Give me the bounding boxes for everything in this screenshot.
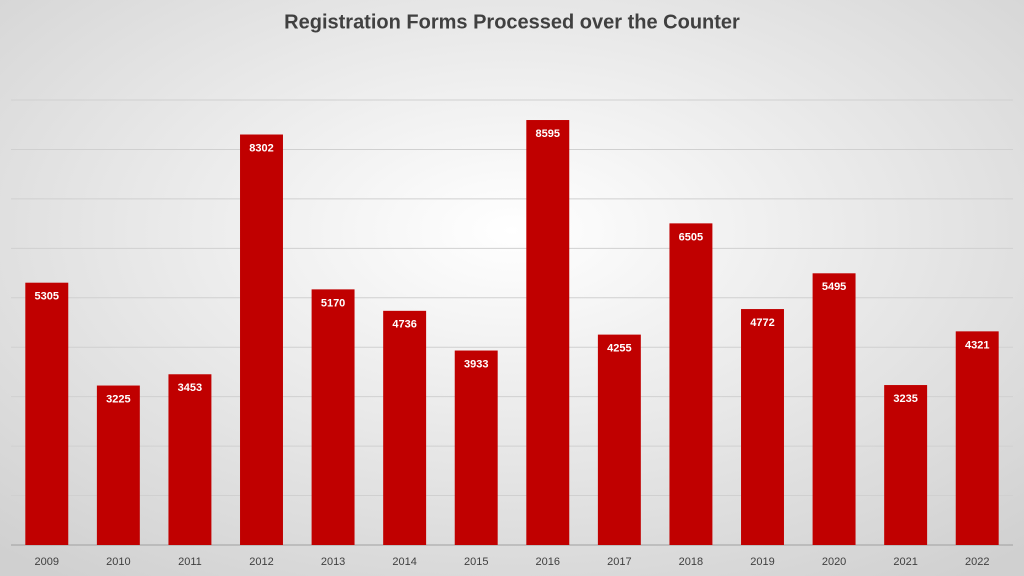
- x-tick-label: 2013: [321, 556, 345, 568]
- data-label: 5305: [35, 291, 59, 303]
- x-tick-label: 2022: [965, 556, 989, 568]
- data-label: 4255: [607, 343, 631, 355]
- x-tick-label: 2018: [679, 556, 703, 568]
- data-label: 6505: [679, 231, 703, 243]
- bar: [526, 120, 570, 546]
- data-label: 4736: [392, 319, 416, 331]
- bar: [454, 350, 498, 545]
- x-tick-label: 2011: [178, 556, 202, 568]
- bar: [311, 289, 355, 545]
- data-label: 3933: [464, 358, 488, 370]
- x-tick-label: 2021: [893, 556, 917, 568]
- data-label: 3235: [893, 393, 917, 405]
- chart-title: Registration Forms Processed over the Co…: [284, 11, 740, 33]
- bar: [741, 309, 784, 545]
- x-tick-label: 2015: [464, 556, 488, 568]
- x-tick-label: 2017: [607, 556, 631, 568]
- data-label: 3225: [106, 393, 130, 405]
- x-tick-label: 2016: [536, 556, 560, 568]
- data-label: 8302: [249, 142, 273, 154]
- data-label: 4772: [750, 317, 774, 329]
- bar: [669, 223, 713, 545]
- x-tick-label: 2012: [249, 556, 273, 568]
- x-tick-label: 2009: [35, 556, 59, 568]
- x-tick-label: 2019: [750, 556, 774, 568]
- data-label: 5495: [822, 281, 846, 293]
- bar: [597, 334, 641, 545]
- bar: [383, 310, 427, 545]
- x-tick-label: 2020: [822, 556, 846, 568]
- bar: [96, 385, 140, 545]
- bar: [168, 374, 212, 545]
- data-label: 4321: [965, 339, 989, 351]
- x-tick-label: 2010: [106, 556, 130, 568]
- data-label: 5170: [321, 297, 345, 309]
- data-label: 3453: [178, 382, 202, 394]
- bar: [240, 134, 283, 546]
- bar: [812, 273, 856, 545]
- x-tick-label: 2014: [392, 556, 416, 568]
- bar: [955, 331, 999, 545]
- bar: [25, 282, 69, 545]
- bar: [884, 385, 928, 545]
- data-label: 8595: [536, 128, 560, 140]
